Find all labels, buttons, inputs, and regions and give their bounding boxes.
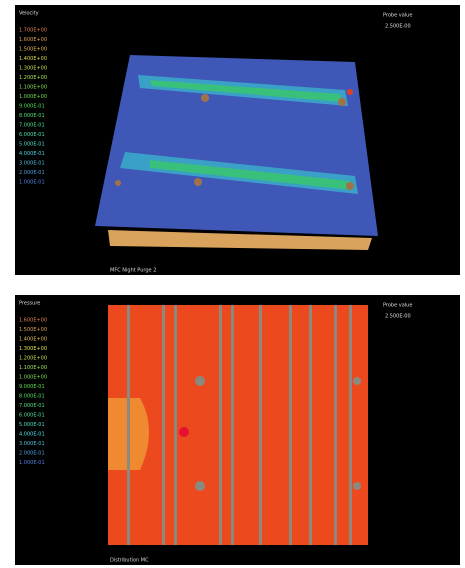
- probe-value: 2.500E-00: [385, 314, 411, 320]
- probe-dot: [346, 182, 354, 190]
- probe-dot: [201, 94, 209, 102]
- legend-label: 1.500E+00: [19, 47, 47, 53]
- column: [231, 305, 234, 545]
- column: [309, 305, 312, 545]
- legend-label: 2.000E-01: [19, 451, 45, 457]
- legend-label: 7.000E-01: [19, 123, 45, 129]
- column: [349, 305, 352, 545]
- probe-dot: [195, 481, 205, 491]
- legend-label: 1.100E+00: [19, 85, 47, 91]
- probe-dot: [347, 89, 353, 95]
- probe-dot: [195, 376, 205, 386]
- legend-label: 8.000E-01: [19, 113, 45, 119]
- caption: Distribution MC: [110, 558, 149, 564]
- legend-label: 1.500E+00: [19, 327, 47, 333]
- legend-label: 1.300E+00: [19, 346, 47, 352]
- legend-label: 8.000E-01: [19, 394, 45, 400]
- legend-label: 9.000E-01: [19, 104, 45, 110]
- legend-label: 1.000E-01: [19, 180, 45, 186]
- probe-dot: [179, 427, 189, 437]
- legend-label: 1.200E+00: [19, 75, 47, 81]
- legend-label: 1.000E+00: [19, 94, 47, 100]
- legend-label: 1.600E+00: [19, 318, 47, 324]
- column: [334, 305, 337, 545]
- legend-label: 9.000E-01: [19, 384, 45, 390]
- column: [259, 305, 262, 545]
- legend-label: 1.200E+00: [19, 356, 47, 362]
- legend-label: 5.000E-01: [19, 422, 45, 428]
- probe-dot: [353, 482, 361, 490]
- legend-label: 3.000E-01: [19, 161, 45, 167]
- legend-label: 1.100E+00: [19, 365, 47, 371]
- legend-label: 5.000E-01: [19, 142, 45, 148]
- legend-label: 1.400E+00: [19, 337, 47, 343]
- caption: MFC Night Purge 2: [110, 268, 156, 274]
- legend-label: 4.000E-01: [19, 151, 45, 157]
- legend-label: 1.300E+00: [19, 66, 47, 72]
- probe-dot: [338, 98, 346, 106]
- probe-dot: [194, 178, 202, 186]
- column: [174, 305, 177, 545]
- probe-label: Probe value: [383, 13, 412, 19]
- probe-dot: [115, 180, 121, 186]
- probe-dot: [353, 377, 361, 385]
- legend-title: Pressure: [19, 301, 40, 307]
- legend-label: 3.000E-01: [19, 441, 45, 447]
- column: [289, 305, 292, 545]
- column: [162, 305, 165, 545]
- legend-label: 1.000E+00: [19, 375, 47, 381]
- probe-label: Probe value: [383, 303, 412, 309]
- probe-value: 2.500E-00: [385, 24, 411, 30]
- page: {"panels": [ {"legend_title": "Velocity"…: [0, 0, 465, 568]
- legend-label: 1.000E-01: [19, 460, 45, 466]
- legend-label: 6.000E-01: [19, 413, 45, 419]
- column: [127, 305, 130, 545]
- legend-label: 2.000E-01: [19, 170, 45, 176]
- screenshot: Velocity Probe value 2.500E-00 MFC Night…: [0, 0, 465, 568]
- legend-label: 1.700E+00: [19, 28, 47, 34]
- legend-label: 6.000E-01: [19, 132, 45, 138]
- legend-label: 1.600E+00: [19, 37, 47, 43]
- legend-title: Velocity: [19, 11, 39, 17]
- column: [219, 305, 222, 545]
- legend-label: 4.000E-01: [19, 432, 45, 438]
- legend-label: 7.000E-01: [19, 403, 45, 409]
- legend-label: 1.400E+00: [19, 56, 47, 62]
